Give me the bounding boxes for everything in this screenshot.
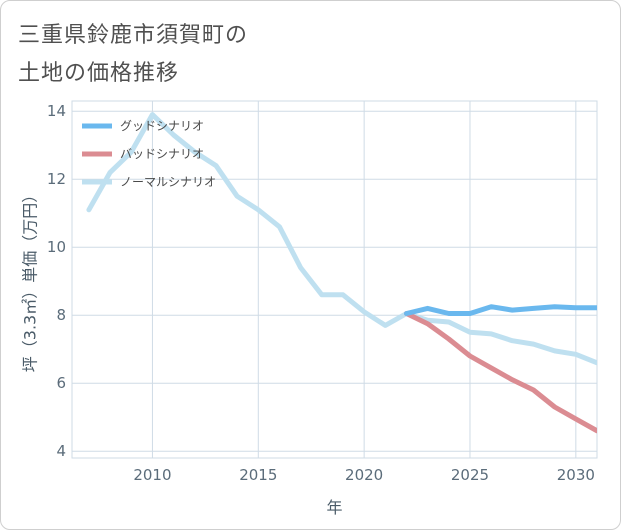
legend-label-bad: バッドシナリオ [120,147,204,161]
y-tick-label: 14 [47,102,66,120]
plot-frame [71,100,598,459]
legend-label-normal: ノーマルシナリオ [120,175,216,189]
chart-title-line-1: 三重県鈴鹿市須賀町の [18,23,249,48]
y-tick-label: 12 [47,170,66,188]
x-axis-title: 年 [326,498,342,517]
grid-lines [71,100,598,459]
x-tick-label: 2015 [239,466,277,484]
x-tick-label: 2010 [133,466,171,484]
x-tick-label: 2030 [557,466,595,484]
y-axis-title: 坪（3.3㎡）単価（万円） [21,187,40,372]
series-line-good [404,304,597,316]
series-lines [86,112,597,434]
series-line-normal [86,112,597,366]
chart-title-line-2: 土地の価格推移 [18,61,180,86]
x-tick-label: 2020 [345,466,383,484]
x-tick-label: 2025 [451,466,489,484]
y-tick-label: 8 [56,306,66,324]
y-tick-label: 10 [47,238,66,256]
series-line-bad [404,311,597,434]
y-tick-label: 4 [56,442,66,460]
y-tick-label: 6 [56,374,66,392]
legend-label-good: グッドシナリオ [120,119,204,133]
axis-ticks: 4 6 8 10 12 14 2010 2015 2020 2025 2030 [47,102,595,484]
